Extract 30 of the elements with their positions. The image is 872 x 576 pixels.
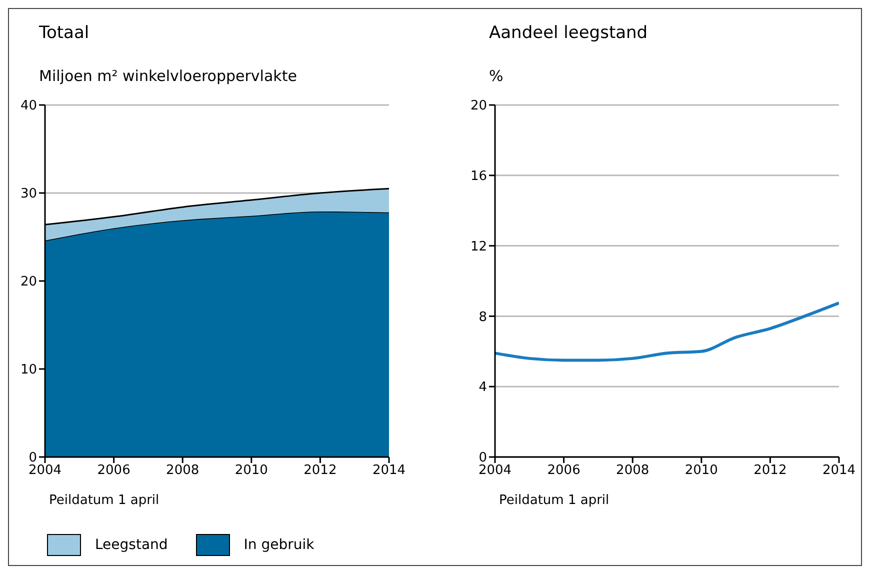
x-axis-title: Peildatum 1 april [498,492,610,508]
x-tick-label: 2012 [304,463,337,478]
y-tick-label: 12 [470,239,487,254]
y-axis-title: % [488,66,504,87]
y-tick-label: 8 [478,310,487,325]
y-tick-label: 16 [470,169,487,184]
chart-title: Aandeel leegstand [488,22,649,45]
legend-label: In gebruik [244,537,314,553]
y-axis-title: Miljoen m² winkelvloeroppervlakte [38,66,298,87]
x-tick-label: 2008 [616,463,650,478]
chart-title: Totaal [38,22,90,45]
x-tick-label: 2004 [28,463,62,478]
y-tick-label: 20 [470,98,487,114]
y-tick-label: 30 [20,186,37,202]
x-tick-label: 2008 [166,463,200,478]
y-tick-label: 4 [478,380,487,396]
x-tick-label: 2012 [754,463,787,478]
x-tick-label: 2014 [822,463,856,478]
y-tick-label: 20 [20,274,37,290]
legend-label: Leegstand [95,537,168,553]
x-tick-label: 2006 [547,463,580,478]
y-tick-label: 40 [20,98,37,114]
x-tick-label: 2010 [684,463,718,478]
x-tick-label: 2004 [478,463,512,478]
x-tick-label: 2006 [97,463,130,478]
y-tick-label: 10 [20,362,37,378]
line-series [495,302,839,362]
x-tick-label: 2010 [234,463,268,478]
x-axis-title: Peildatum 1 april [48,492,160,508]
x-tick-label: 2014 [372,463,406,478]
